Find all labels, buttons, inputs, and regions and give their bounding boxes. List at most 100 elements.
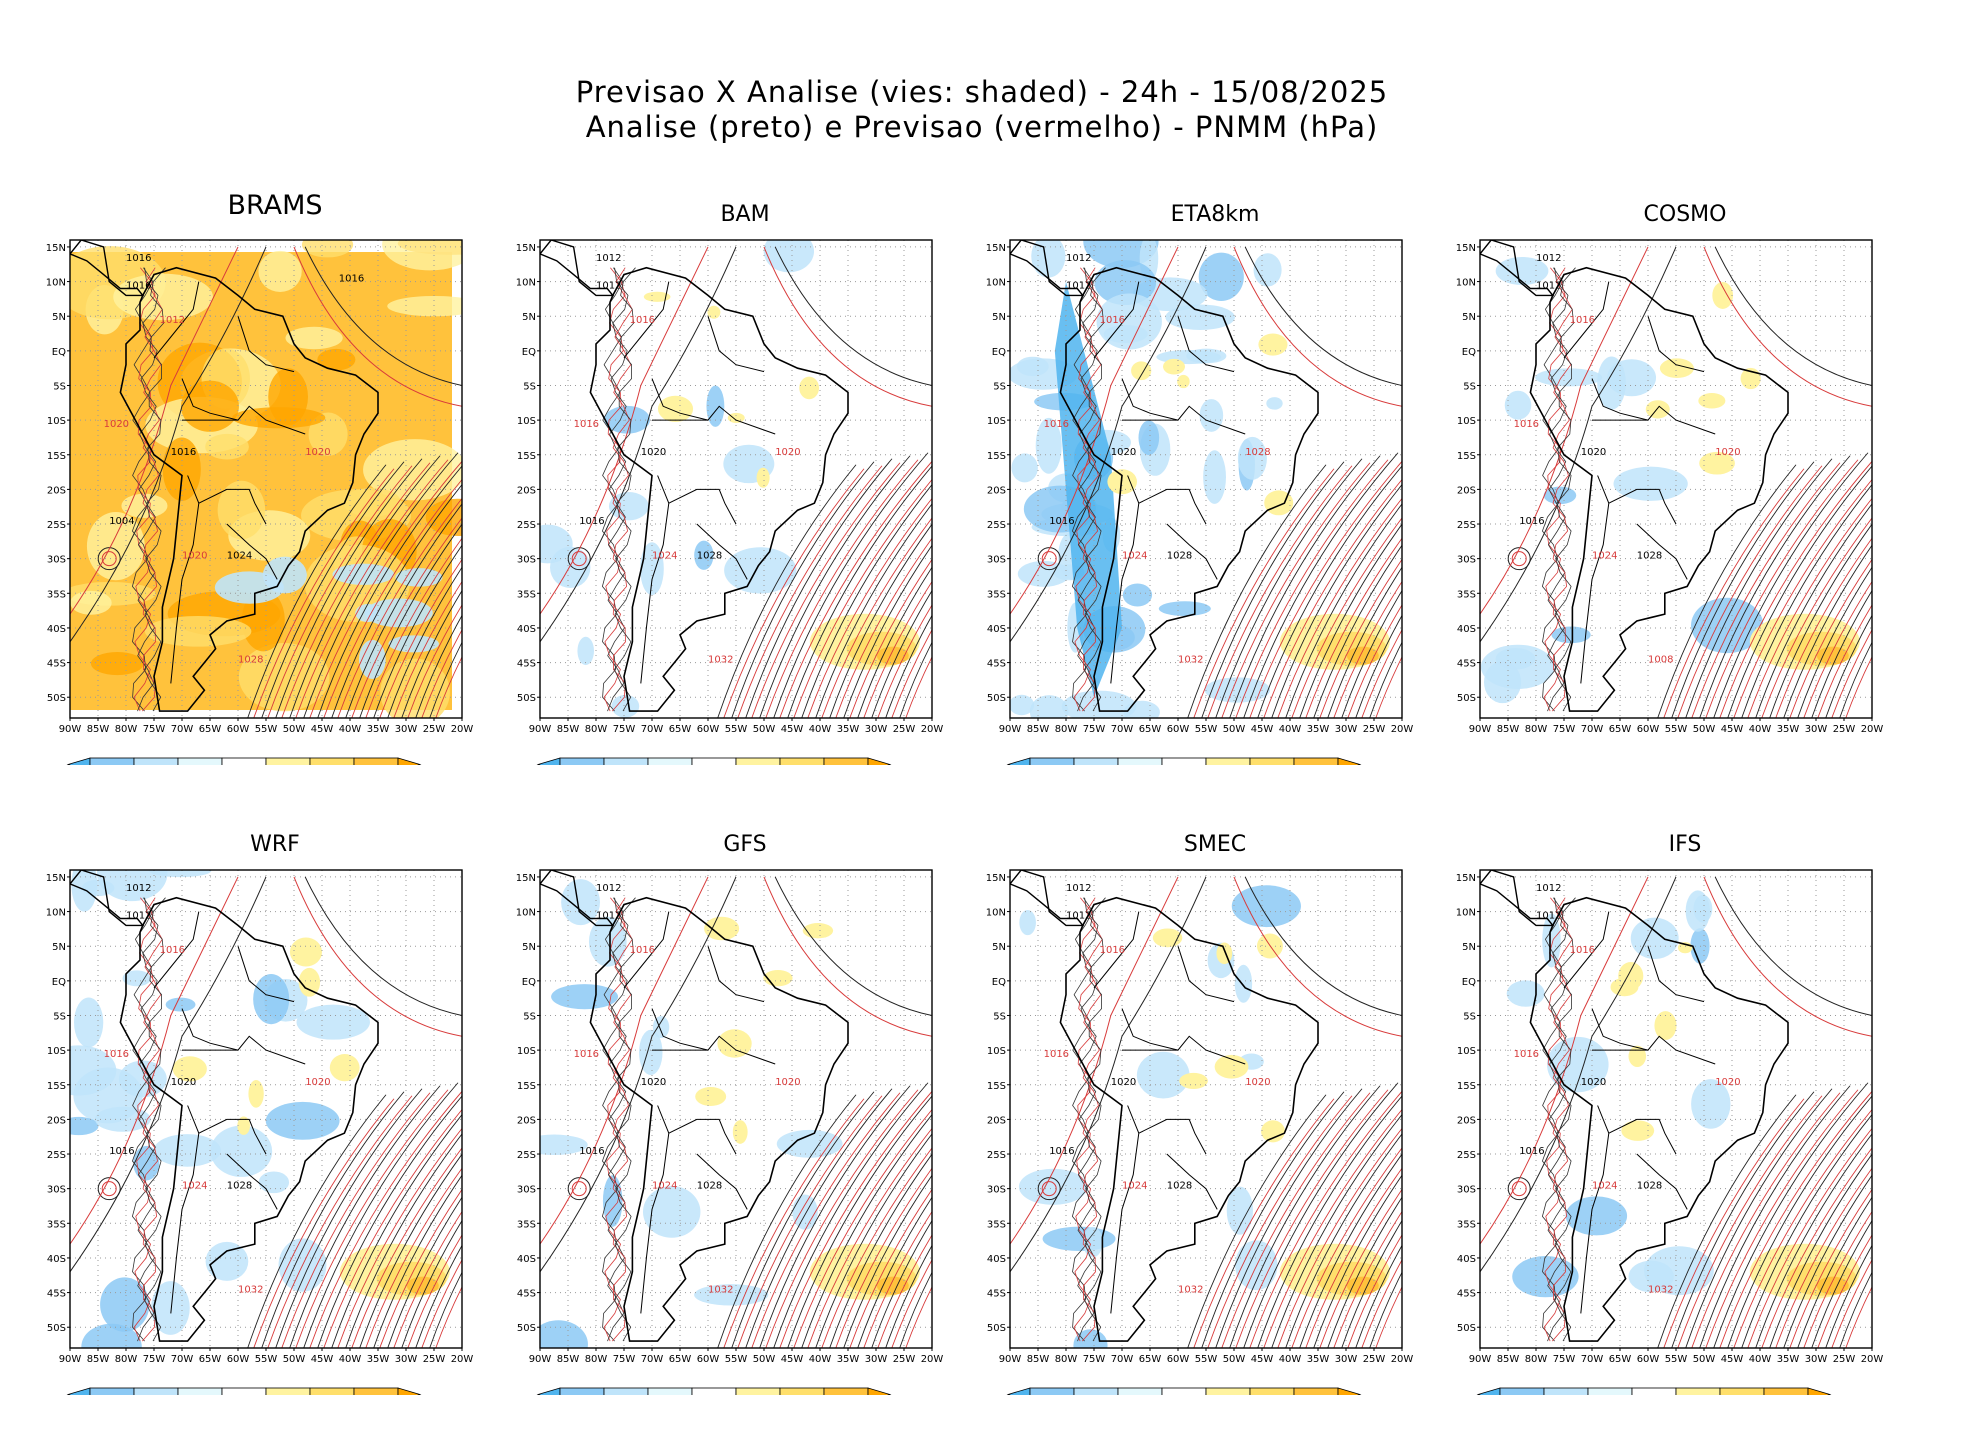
contour-label: 1012	[160, 315, 185, 326]
lat-tick-label: 10N	[986, 278, 1006, 289]
lat-tick-label: 45S	[47, 659, 66, 670]
lat-tick-label: 25S	[987, 520, 1006, 531]
lat-tick-label: 15N	[986, 873, 1006, 884]
contour-label: 1032	[1178, 1285, 1203, 1296]
lon-tick-label: 80W	[1525, 1354, 1548, 1365]
contour-label: 1012	[1066, 280, 1091, 291]
lon-tick-label: 60W	[1167, 724, 1190, 735]
lon-tick-label: 25W	[1833, 724, 1856, 735]
lon-tick-label: 65W	[669, 724, 692, 735]
lat-tick-label: 15S	[987, 451, 1006, 462]
lon-tick-label: 75W	[143, 724, 166, 735]
lat-tick-label: 45S	[987, 659, 1006, 670]
lat-tick-label: 15S	[1457, 1081, 1476, 1092]
model-panel-smec: SMEC 1012 1016 1012 1016 1020 1024 1028 1032 1016…	[975, 825, 1445, 1395]
model-panel-gfs: GFS 1012 1016 1012 1016 1020 1024 1028 1032 1016 1…	[505, 825, 975, 1395]
contour-label: 1024	[1592, 551, 1617, 562]
contour-label: 1016	[1049, 516, 1074, 527]
lat-tick-label: 5N	[52, 942, 66, 953]
lat-tick-label: 40S	[517, 1254, 536, 1265]
lon-tick-label: 60W	[227, 724, 250, 735]
lon-tick-label: 35W	[837, 724, 860, 735]
lat-tick-label: 10S	[47, 416, 66, 427]
lon-tick-label: 65W	[1139, 1354, 1162, 1365]
contour-label: 1016	[574, 419, 599, 430]
contour-label: 1020	[775, 447, 800, 458]
lon-tick-label: 85W	[87, 724, 110, 735]
lon-tick-label: 70W	[1581, 1354, 1604, 1365]
contour-label: 1016	[1570, 315, 1595, 326]
lon-tick-label: 85W	[87, 1354, 110, 1365]
lat-tick-label: 5S	[53, 381, 66, 392]
lat-tick-label: 35S	[517, 589, 536, 600]
lat-tick-label: 35S	[47, 589, 66, 600]
lon-tick-label: 70W	[1581, 724, 1604, 735]
lat-tick-label: 15S	[47, 1081, 66, 1092]
lon-tick-label: 20W	[1391, 724, 1414, 735]
lat-tick-label: 5S	[523, 381, 536, 392]
lon-tick-label: 75W	[1553, 1354, 1576, 1365]
lat-tick-label: 15N	[1456, 873, 1476, 884]
colorbar-segment	[1499, 1387, 1545, 1395]
contour-label: 1016	[126, 253, 151, 264]
contour-label: 1016	[630, 945, 655, 956]
lat-tick-label: 50S	[517, 1323, 536, 1334]
figure-title-line1: Previsao X Analise (vies: shaded) - 24h …	[575, 75, 1389, 109]
colorbar-segment	[353, 757, 399, 765]
lon-tick-label: 20W	[921, 1354, 944, 1365]
colorbar-segment	[89, 1387, 135, 1395]
contour-label: 1020	[1111, 447, 1136, 458]
contour-label: 1020	[305, 1077, 330, 1088]
lat-tick-label: 45S	[517, 1289, 536, 1300]
lat-tick-label: EQ	[1462, 977, 1476, 988]
lat-tick-label: 30S	[517, 555, 536, 566]
contour-label: 1020	[1715, 447, 1740, 458]
lon-tick-label: 80W	[585, 1354, 608, 1365]
contour-label: 1020	[1581, 447, 1606, 458]
lat-tick-label: 20S	[517, 485, 536, 496]
lat-tick-label: 5S	[1463, 381, 1476, 392]
contour-label: 1024	[182, 1181, 207, 1192]
contour-label: 1012	[1536, 280, 1561, 291]
colorbar-segment	[647, 757, 693, 765]
contour-label: 1012	[126, 883, 151, 894]
colorbar-segment	[1161, 1387, 1207, 1395]
lat-tick-label: 45S	[1457, 659, 1476, 670]
lon-tick-label: 20W	[451, 724, 474, 735]
contour-label: 1016	[630, 315, 655, 326]
lon-tick-label: 75W	[613, 1354, 636, 1365]
contour-label: 1020	[1581, 1077, 1606, 1088]
lon-tick-label: 40W	[1279, 1354, 1302, 1365]
lon-tick-label: 20W	[451, 1354, 474, 1365]
contour-label: 1024	[1122, 551, 1147, 562]
contour-label: 1012	[1536, 253, 1561, 264]
lon-tick-label: 80W	[1055, 1354, 1078, 1365]
lon-tick-label: 30W	[865, 724, 888, 735]
lon-tick-label: 20W	[921, 724, 944, 735]
contour-label: 1032	[708, 1285, 733, 1296]
lat-tick-label: 40S	[517, 624, 536, 635]
lon-tick-label: 40W	[809, 1354, 832, 1365]
lat-tick-label: 5N	[522, 312, 536, 323]
model-panel-ifs: IFS 1012 1016 1012 1016 1020 1024 1028 1032 1016 1…	[1445, 825, 1915, 1395]
contour-label: 1028	[1167, 1181, 1192, 1192]
lat-tick-label: 35S	[987, 589, 1006, 600]
contour-label: 1028	[1637, 551, 1662, 562]
lat-tick-label: 25S	[47, 1150, 66, 1161]
lon-tick-label: 90W	[529, 724, 552, 735]
lon-tick-label: 90W	[1469, 724, 1492, 735]
lon-tick-label: 35W	[367, 724, 390, 735]
panel-title: COSMO	[1643, 202, 1727, 227]
colorbar-segment	[1205, 757, 1251, 765]
contour-label: 1028	[1637, 1181, 1662, 1192]
colorbar-segment	[823, 1387, 869, 1395]
lat-tick-label: 10N	[516, 908, 536, 919]
lat-tick-label: 20S	[1457, 485, 1476, 496]
lat-tick-label: EQ	[52, 347, 66, 358]
colorbar-segment	[1117, 757, 1163, 765]
lon-tick-label: 60W	[227, 1354, 250, 1365]
lon-tick-label: 40W	[1749, 1354, 1772, 1365]
lat-tick-label: 10S	[987, 1046, 1006, 1057]
lon-tick-label: 25W	[1833, 1354, 1856, 1365]
map-plot: 1012 1016 1012 1016 1020 1024 1028 1032 1016 1020…	[1456, 869, 1883, 1395]
